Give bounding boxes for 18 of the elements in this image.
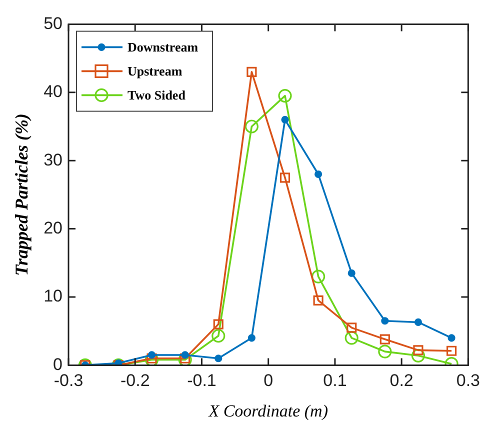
x-tick-label: 0 [264, 371, 274, 390]
x-axis-title: X Coordinate (m) [208, 401, 328, 420]
x-tick-label: 0.1 [323, 371, 347, 390]
x-tick-label: -0.2 [120, 371, 150, 390]
x-tick-label: -0.1 [187, 371, 216, 390]
x-tick-label: -0.3 [54, 371, 84, 390]
legend-label: Downstream [128, 40, 198, 55]
legend-label: Two Sided [128, 88, 186, 103]
y-tick-label: 30 [44, 150, 63, 170]
y-tick-label: 40 [44, 82, 63, 102]
y-tick-label: 50 [44, 14, 63, 33]
x-tick-label: 0.3 [456, 371, 480, 390]
y-axis-title: Trapped Particles (%) [11, 114, 32, 276]
x-tick-label: 0.2 [390, 371, 414, 390]
y-tick-label: 0 [53, 354, 63, 374]
legend-label: Upstream [128, 64, 182, 79]
y-tick-label: 20 [44, 218, 63, 238]
y-tick-label: 10 [44, 286, 63, 306]
